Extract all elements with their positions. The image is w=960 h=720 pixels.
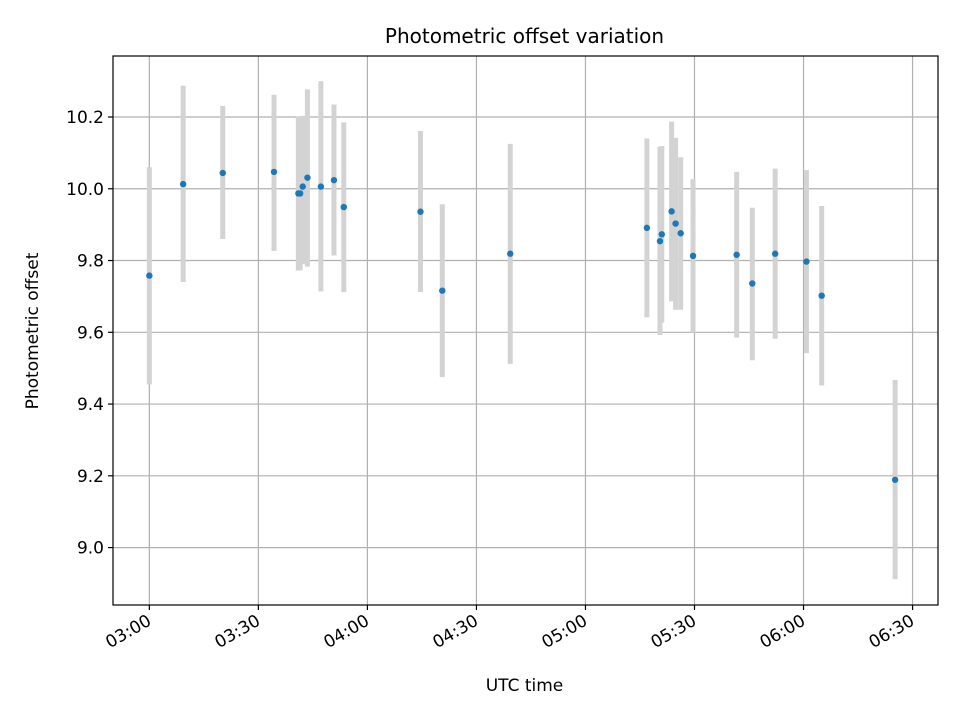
data-point <box>658 231 665 238</box>
data-point <box>340 203 347 211</box>
data-points <box>146 168 899 483</box>
y-tick-label: 9.8 <box>77 252 104 272</box>
plot-frame <box>112 55 939 606</box>
data-point <box>818 292 825 299</box>
data-point <box>219 169 226 177</box>
data-point <box>179 180 187 188</box>
data-point <box>296 190 304 197</box>
data-point <box>270 168 278 176</box>
data-point <box>417 208 424 215</box>
data-point <box>304 174 311 181</box>
data-point <box>677 230 684 237</box>
y-axis-ticks: 9.0 9.2 9.4 9.6 9.8 10.0 10.2 <box>66 108 113 559</box>
y-tick-label: 9.2 <box>77 467 104 487</box>
y-tick-label: 10.2 <box>66 108 104 128</box>
data-point <box>656 237 664 245</box>
data-point <box>146 272 153 279</box>
data-point <box>733 251 740 258</box>
data-point <box>507 250 514 257</box>
data-point <box>330 176 338 184</box>
y-tick-label: 9.6 <box>77 323 104 343</box>
data-point <box>317 183 325 190</box>
y-tick-label: 10.0 <box>66 180 104 200</box>
y-axis-title: Photometric offset <box>23 252 43 409</box>
data-point <box>891 476 899 483</box>
data-point <box>689 252 697 260</box>
data-point <box>299 183 306 190</box>
chart-title: Photometric offset variation <box>385 24 664 48</box>
y-tick-label: 9.0 <box>77 539 104 559</box>
grid <box>113 56 938 605</box>
x-axis-title: UTC time <box>486 676 564 696</box>
data-point <box>668 208 675 215</box>
data-point <box>643 224 651 232</box>
y-tick-label: 9.4 <box>77 395 104 415</box>
data-point <box>439 287 446 294</box>
data-point <box>749 280 756 287</box>
data-point <box>803 258 810 265</box>
data-point <box>771 250 779 257</box>
data-point <box>672 220 679 227</box>
